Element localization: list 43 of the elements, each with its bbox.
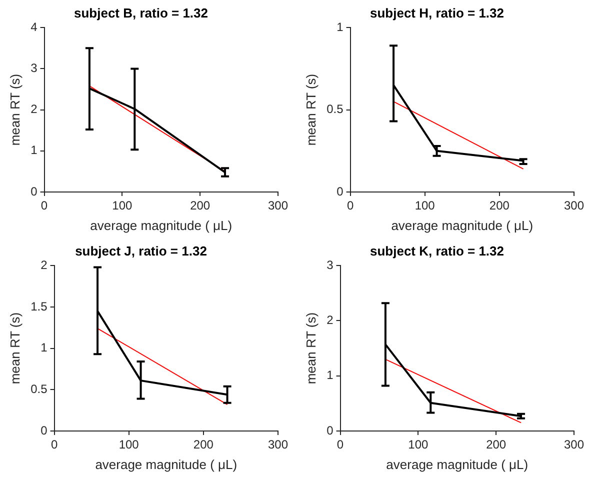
y-axis-title: mean RT (s) (303, 74, 318, 146)
x-tick-label: 300 (268, 198, 288, 213)
y-tick-label: 2 (30, 102, 38, 116)
y-tick-label: 1 (40, 340, 48, 355)
y-axis-title: mean RT (s) (303, 312, 318, 384)
y-tick-label: 0.5 (326, 102, 344, 116)
y-tick-label: 0 (326, 423, 334, 438)
y-tick-label: 3 (326, 258, 334, 272)
y-tick-label: 1.5 (30, 299, 48, 314)
y-tick-label: 2 (40, 258, 48, 272)
chart-title: subject B, ratio = 1.32 (74, 5, 208, 20)
y-tick-label: 1 (326, 368, 334, 382)
x-tick-label: 200 (489, 198, 510, 213)
x-axis-title: average magnitude ( μL) (386, 456, 528, 472)
y-axis-title: mean RT (s) (7, 74, 22, 146)
chart-title: subject H, ratio = 1.32 (370, 5, 504, 20)
x-tick-label: 0 (50, 438, 58, 452)
y-tick-label: 0 (30, 184, 38, 198)
x-tick-label: 200 (486, 438, 506, 452)
chart-title: subject K, ratio = 1.32 (370, 243, 504, 258)
y-tick-label: 2 (326, 313, 334, 328)
y-tick-label: 0 (336, 184, 344, 198)
y-tick-label: 0 (40, 423, 48, 438)
y-tick-label: 0.5 (30, 382, 48, 396)
y-tick-label: 1 (336, 20, 344, 34)
x-tick-label: 0 (346, 198, 354, 213)
y-tick-label: 3 (30, 61, 38, 76)
x-tick-label: 100 (408, 438, 429, 452)
chart-title: subject J, ratio = 1.32 (75, 243, 207, 258)
x-axis-title: average magnitude ( μL) (391, 218, 534, 233)
x-tick-label: 300 (564, 198, 584, 213)
x-tick-label: 100 (414, 198, 436, 213)
x-tick-label: 100 (118, 438, 140, 452)
y-tick-label: 1 (30, 143, 38, 158)
x-tick-label: 300 (564, 438, 584, 452)
x-axis-title: average magnitude ( μL) (95, 456, 238, 472)
y-tick-label: 4 (30, 20, 38, 34)
x-tick-label: 300 (268, 438, 288, 452)
y-axis-title: mean RT (s) (7, 312, 22, 384)
x-tick-label: 200 (193, 438, 214, 452)
x-axis-title: average magnitude ( μL) (90, 218, 232, 233)
x-tick-label: 100 (112, 198, 133, 213)
x-tick-label: 200 (190, 198, 210, 213)
